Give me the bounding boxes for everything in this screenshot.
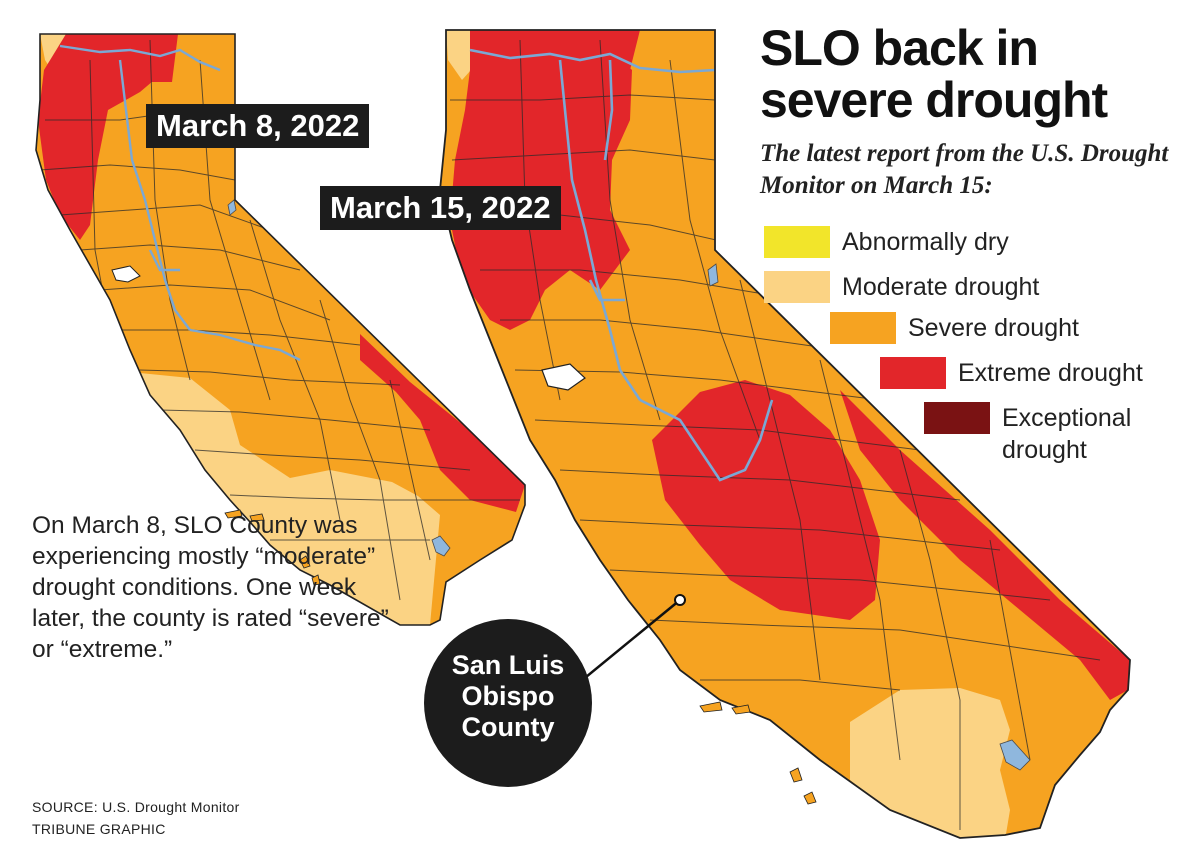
legend-swatch bbox=[880, 357, 946, 389]
legend-swatch bbox=[764, 271, 830, 303]
moderate-zone-march-8 bbox=[130, 372, 440, 625]
slo-callout-label: San Luis Obispo County bbox=[451, 650, 565, 742]
extreme-zone-north-march-15 bbox=[450, 30, 632, 330]
map-date-label-march-15: March 15, 2022 bbox=[320, 186, 561, 230]
islands-march-15 bbox=[699, 701, 817, 805]
county-lines-march-15 bbox=[450, 39, 1101, 830]
legend-label: Exceptional drought bbox=[1002, 404, 1132, 464]
rivers-march-15 bbox=[469, 48, 774, 482]
graphic-title: SLO back in severe drought bbox=[760, 20, 1108, 128]
lakes-march-8 bbox=[227, 199, 451, 557]
legend-item-abnormally-dry: Abnormally dry bbox=[764, 226, 1009, 258]
lakes-march-15 bbox=[707, 263, 1031, 771]
legend-item-extreme-drought: Extreme drought bbox=[880, 357, 1143, 389]
extreme-zone-central-march-15 bbox=[652, 380, 880, 620]
rivers-march-8 bbox=[59, 44, 301, 362]
extreme-zone-north-march-8 bbox=[38, 34, 170, 240]
bay-area-march-8 bbox=[111, 265, 141, 283]
map-caption: On March 8, SLO County was experiencing … bbox=[32, 512, 389, 663]
legend-item-exceptional-drought: Exceptional drought bbox=[924, 402, 1184, 466]
legend-item-severe-drought: Severe drought bbox=[830, 312, 1079, 344]
source-credit: SOURCE: U.S. Drought Monitor TRIBUNE GRA… bbox=[32, 796, 240, 840]
legend-label: Extreme drought bbox=[958, 359, 1143, 387]
legend-swatch bbox=[924, 402, 990, 434]
source-line: SOURCE: U.S. Drought Monitor bbox=[32, 799, 240, 815]
slo-location-marker bbox=[674, 594, 686, 606]
legend-label: Abnormally dry bbox=[842, 228, 1009, 256]
state-outline-march-8 bbox=[35, 33, 526, 626]
legend-swatch bbox=[764, 226, 830, 258]
county-lines-march-8 bbox=[39, 39, 520, 601]
slo-callout bbox=[424, 594, 686, 787]
legend-label: Severe drought bbox=[908, 314, 1079, 342]
extreme-zone-north-2-march-8 bbox=[150, 34, 178, 82]
extreme-zone-east-march-15 bbox=[840, 390, 1130, 700]
extreme-zone-east-march-8 bbox=[360, 334, 525, 512]
graphic-subtitle: The latest report from the U.S. Drought … bbox=[760, 140, 1169, 199]
map-march-15 bbox=[439, 29, 1131, 839]
map-date-label-march-8: March 8, 2022 bbox=[146, 104, 370, 148]
legend-swatch bbox=[830, 312, 896, 344]
islands-march-8 bbox=[224, 509, 321, 586]
bay-area-march-15 bbox=[541, 363, 586, 391]
legend-label: Moderate drought bbox=[842, 273, 1040, 301]
moderate-zone-south-march-15 bbox=[850, 688, 1010, 838]
map-march-8 bbox=[35, 33, 526, 626]
slo-callout-circle bbox=[424, 619, 592, 787]
credit-line: TRIBUNE GRAPHIC bbox=[32, 821, 166, 837]
state-fill-march-8 bbox=[36, 34, 525, 625]
legend-item-moderate-drought: Moderate drought bbox=[764, 271, 1039, 303]
